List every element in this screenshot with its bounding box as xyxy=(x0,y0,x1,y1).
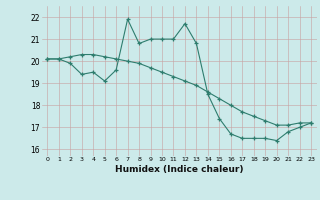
X-axis label: Humidex (Indice chaleur): Humidex (Indice chaleur) xyxy=(115,165,244,174)
